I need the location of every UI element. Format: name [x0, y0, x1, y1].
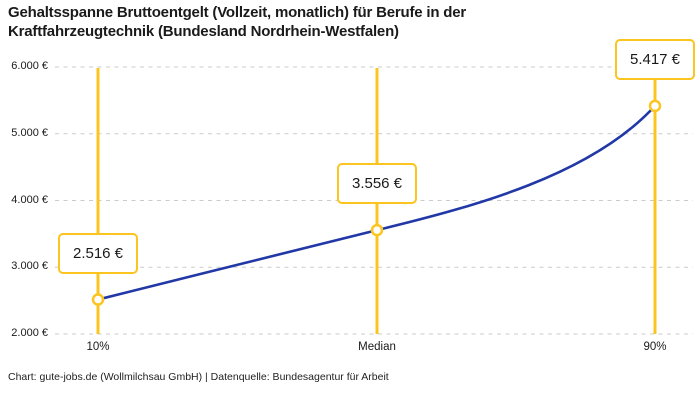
- x-axis-label-median: Median: [358, 341, 396, 353]
- value-label-box: 2.516 €: [57, 232, 139, 274]
- y-axis-tick-label: 3.000 €: [11, 260, 48, 273]
- y-axis-tick-label: 5.000 €: [11, 126, 48, 139]
- x-axis-label-90pct: 90%: [643, 341, 667, 353]
- value-label-box: 3.556 €: [336, 163, 418, 205]
- y-axis-tick-label: 6.000 €: [11, 60, 48, 72]
- chart-title-line2: Kraftfahrzeugtechnik (Bundesland Nordrhe…: [8, 23, 399, 40]
- y-axis-tick-label: 2.000 €: [11, 327, 48, 339]
- chart-title-line1: Gehaltsspanne Bruttoentgelt (Vollzeit, m…: [8, 4, 467, 21]
- x-axis-label-10pct: 10%: [86, 341, 110, 353]
- data-point-marker[interactable]: [648, 99, 662, 113]
- data-point-marker[interactable]: [91, 293, 105, 306]
- value-label-box: 5.417 €: [614, 38, 696, 80]
- data-points-group: [91, 99, 662, 306]
- chart-title: Gehaltsspanne Bruttoentgelt (Vollzeit, m…: [8, 3, 628, 41]
- chart-source-caption: Chart: gute-jobs.de (Wollmilchsau GmbH) …: [8, 371, 389, 383]
- data-point-marker[interactable]: [370, 223, 384, 237]
- y-axis-tick-label: 4.000 €: [11, 193, 48, 206]
